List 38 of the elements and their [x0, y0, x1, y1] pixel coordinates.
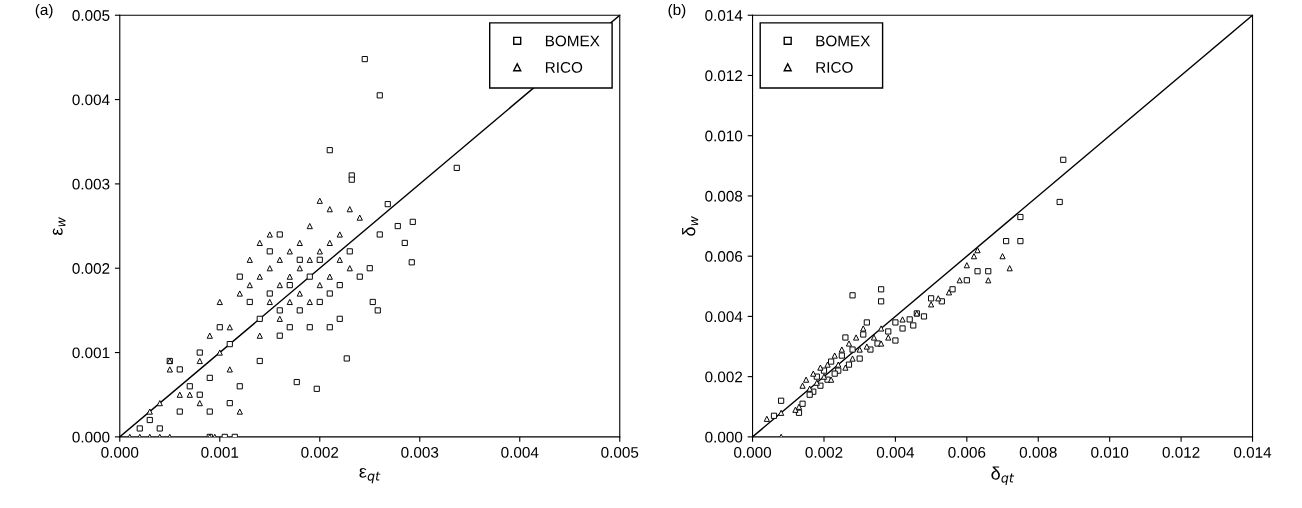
x-tick-label: 0.002	[805, 447, 843, 458]
legend-label: RICO	[545, 61, 583, 73]
x-tick-label: 0.014	[1234, 447, 1272, 458]
y-tick-label: 0.010	[705, 130, 743, 142]
y-tick-label: 0.002	[72, 263, 110, 274]
x-tick-label: 0.004	[501, 447, 539, 458]
x-tick-label: 0.005	[601, 447, 639, 458]
y-tick-label: 0.004	[705, 311, 743, 323]
x-tick-label: 0.012	[1162, 447, 1200, 458]
y-tick-label: 0.008	[705, 190, 743, 202]
text: (b)	[668, 3, 686, 19]
y-tick-label: 0.003	[72, 178, 110, 190]
x-tick-label: 0.000	[734, 447, 772, 458]
x-tick-label: 0.001	[201, 447, 239, 458]
y-tick-label: 0.001	[72, 347, 110, 359]
x-tick-label: 0.003	[401, 447, 439, 458]
y-tick-label: 0.006	[705, 251, 743, 262]
x-tick-label: 0.008	[1019, 447, 1057, 458]
y-tick-label: 0.000	[705, 431, 743, 443]
y-tick-label: 0.000	[72, 431, 110, 443]
x-tick-label: 0.000	[101, 447, 139, 458]
y-tick-label: 0.005	[72, 10, 110, 21]
y-tick-label: 0.014	[705, 10, 743, 21]
text: (a)	[35, 3, 53, 19]
legend-label: BOMEX	[816, 35, 871, 47]
legend-label: BOMEX	[545, 35, 600, 47]
y-axis-title: δ$_{w}$	[682, 216, 699, 236]
x-axis-title: ε$_{qt}$	[359, 467, 381, 484]
x-tick-label: 0.004	[876, 447, 915, 458]
y-tick-label: 0.002	[705, 371, 743, 383]
y-tick-label: 0.012	[705, 70, 743, 82]
x-axis-title: δ$_{qt}$	[991, 466, 1015, 486]
x-tick-label: 0.006	[948, 447, 986, 458]
y-tick-label: 0.004	[72, 94, 110, 106]
x-tick-label: 0.002	[301, 447, 339, 458]
x-tick-label: 0.010	[1091, 447, 1129, 458]
legend-label: RICO	[816, 61, 853, 73]
y-axis-title: ε$_{w}$	[52, 217, 66, 236]
